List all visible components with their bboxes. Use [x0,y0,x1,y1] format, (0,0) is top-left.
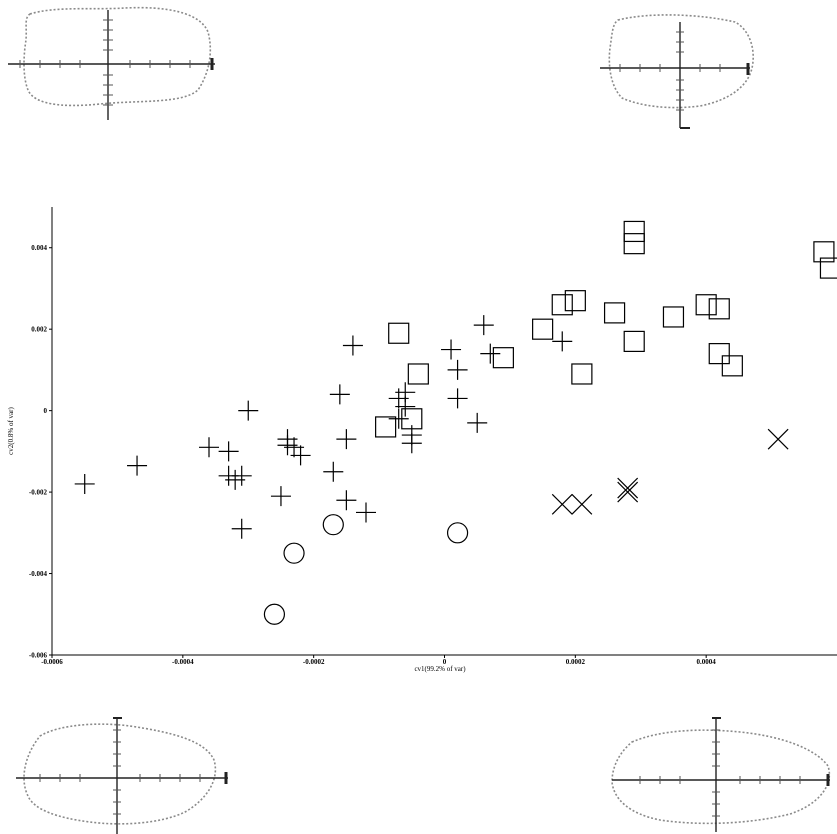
plus-point [323,461,344,482]
x-point [767,428,789,450]
square-point [532,318,554,340]
x-tick-label: -0.0002 [303,658,325,666]
data-marks [74,220,837,625]
plus-point [441,339,462,360]
plus-point [290,445,311,466]
square-point [388,322,410,344]
shape-outline-bottom-right [611,717,831,832]
square-point [623,233,645,255]
y-tick-label: -0.002 [29,489,48,497]
square-point [564,290,586,312]
square-point [492,347,514,369]
y-tick-label: 0.002 [31,326,47,334]
square-point [819,257,837,279]
circle-point [446,522,469,544]
x-axis-title: cv1(99.2% of var) [414,665,466,673]
plus-point [552,331,573,352]
plus-point [127,455,148,476]
square-point [813,241,835,263]
plus-point [231,518,252,539]
x-point [617,477,639,499]
axis-ticks: -0.0006 -0.0004 -0.0002 0 0.0002 0.0004 -0.006… [29,244,716,666]
square-point [695,294,717,316]
plus-point [401,433,422,454]
plus-point [329,384,350,405]
square-point [603,302,626,324]
plus-point [447,359,468,380]
plus-point [336,429,357,450]
plus-point [388,408,409,429]
circle-point [322,514,344,536]
plus-point [473,315,494,336]
square-point [708,343,730,365]
plus-point [336,490,357,511]
plus-point [218,441,239,462]
x-tick-label: 0 [443,658,447,666]
x-tick-label: -0.0006 [41,658,63,666]
square-point [708,298,730,320]
x-tick-label: -0.0004 [172,658,194,666]
square-point [721,355,743,377]
plus-point [467,412,488,433]
circle-point [263,603,286,625]
plus-point [480,343,501,364]
plus-point [238,400,259,421]
shape-outline-top-right [600,14,754,129]
square-point [551,294,573,316]
plus-point [74,473,95,494]
square-point [407,363,429,385]
y-tick-label: 0 [44,407,48,415]
square-point [623,220,645,243]
x-point [571,493,593,515]
x-point [617,481,639,503]
plus-point [231,465,252,486]
y-tick-label: -0.004 [29,570,48,578]
square-point [623,330,645,352]
square-point [401,408,423,430]
x-tick-label: 0.0004 [697,658,717,666]
plus-point [447,388,468,409]
plus-point [199,437,219,458]
y-axis-title: cv2(0.8% of var) [7,407,15,455]
plus-point [356,502,376,523]
y-tick-label: 0.004 [31,244,47,252]
square-point [662,306,685,328]
x-point [551,493,573,515]
shape-outline-top-left [8,6,215,120]
plus-point [270,486,291,507]
shape-outline-bottom-left [16,717,228,834]
plus-point [395,382,416,403]
square-point [375,416,397,438]
square-point [571,363,593,385]
y-tick-label: -0.006 [29,652,48,660]
plot-area: -0.0006 -0.0004 -0.0002 0 0.0002 0.0004 -0.006… [7,207,837,673]
circle-point [283,542,305,564]
plus-point [342,335,363,356]
x-tick-label: 0.0002 [566,658,586,666]
